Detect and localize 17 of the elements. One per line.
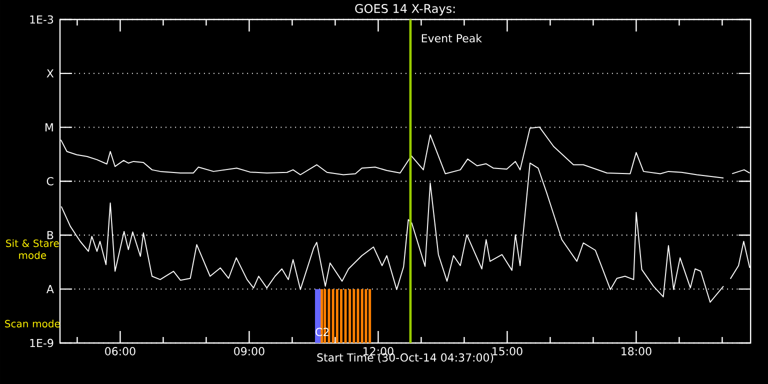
x-tick-label: 06:00 xyxy=(105,347,136,356)
chart-title: GOES 14 X-Rays: xyxy=(355,4,455,16)
x-tick-label: 15:00 xyxy=(492,347,522,356)
x-tick-label: 09:00 xyxy=(234,347,264,356)
y-tick-label: B xyxy=(47,231,54,240)
ref-line-label: Event Peak xyxy=(422,34,482,42)
x-axis-title: Start Time (30-Oct-14 04:37:00) xyxy=(317,353,494,363)
text: Sit & Stare mode xyxy=(6,239,59,260)
annotation: C2 xyxy=(316,328,329,336)
y-tick-label: C xyxy=(46,177,54,186)
y-tick-label: 1E-9 xyxy=(30,338,54,348)
x-tick-label: 18:00 xyxy=(622,347,652,356)
y-tick-label: M xyxy=(46,123,53,132)
y-tick-label: A xyxy=(46,285,54,294)
y-tick-label: X xyxy=(46,69,54,78)
x-tick-label: 12:00 xyxy=(364,347,394,356)
y-tick-label: 1E-3 xyxy=(30,15,54,24)
